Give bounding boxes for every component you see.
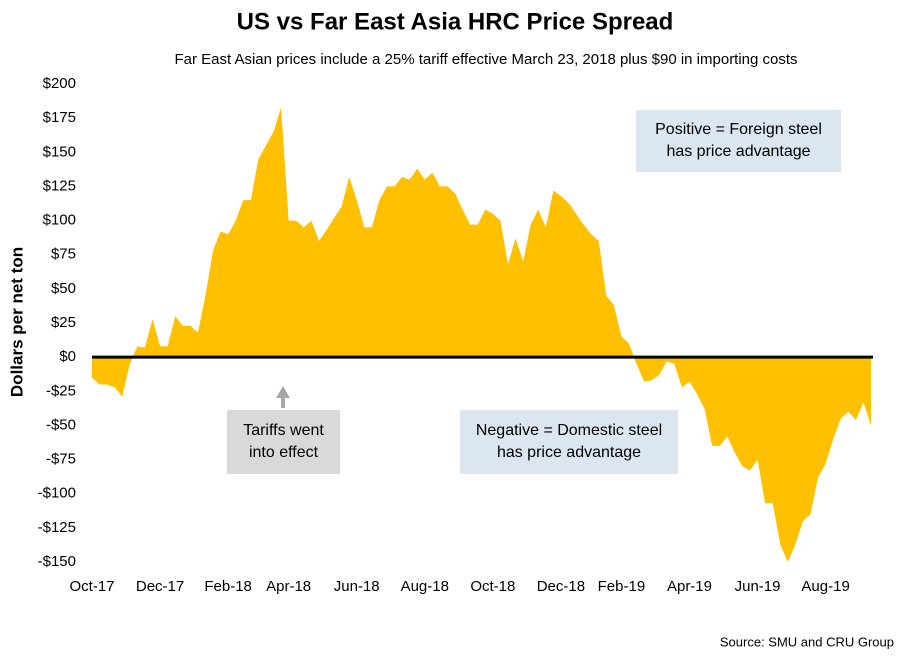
annotation-text: into effect xyxy=(249,444,319,461)
y-tick-label: -$50 xyxy=(46,416,76,433)
x-tick-label: Jun-18 xyxy=(334,578,380,595)
annotation-text: has price advantage xyxy=(497,444,641,461)
y-tick-label: -$125 xyxy=(38,519,76,536)
y-tick-label: -$75 xyxy=(46,451,76,468)
annotation-text: Negative = Domestic steel xyxy=(476,422,662,439)
annotation-box xyxy=(460,410,678,474)
annotation-box xyxy=(636,110,841,172)
y-tick-label: -$100 xyxy=(38,485,76,502)
annotation-text: has price advantage xyxy=(666,143,810,160)
x-tick-label: Apr-18 xyxy=(266,578,311,595)
y-tick-label: $50 xyxy=(51,280,76,297)
chart-subtitle: Far East Asian prices include a 25% tari… xyxy=(174,51,797,68)
area xyxy=(92,107,871,563)
annotation-box xyxy=(227,410,340,474)
y-tick-label: $150 xyxy=(43,143,76,160)
x-tick-label: Jun-19 xyxy=(735,578,781,595)
x-tick-label: Aug-19 xyxy=(801,578,849,595)
y-tick-label: $100 xyxy=(43,212,76,229)
x-tick-label: Feb-19 xyxy=(598,578,646,595)
x-tick-label: Feb-18 xyxy=(204,578,252,595)
y-tick-label: $125 xyxy=(43,177,76,194)
y-tick-label: $0 xyxy=(59,348,76,365)
y-tick-label: -$25 xyxy=(46,382,76,399)
x-tick-label: Aug-18 xyxy=(401,578,449,595)
y-tick-label: $25 xyxy=(51,314,76,331)
x-tick-label: Dec-18 xyxy=(537,578,585,595)
source: Source: SMU and CRU Group xyxy=(720,634,894,649)
x-tick-label: Oct-17 xyxy=(69,578,114,595)
x-tick-label: Dec-17 xyxy=(136,578,184,595)
x-tick-label: Apr-19 xyxy=(667,578,712,595)
y-axis-label: Dollars per net ton xyxy=(7,247,26,397)
annotation-text: Tariffs went xyxy=(243,422,324,439)
x-tick-label: Oct-18 xyxy=(470,578,515,595)
annotation-text: Positive = Foreign steel xyxy=(655,121,822,138)
y-tick-label: $200 xyxy=(43,75,76,92)
y-tick-label: $175 xyxy=(43,109,76,126)
y-tick-label: $75 xyxy=(51,246,76,263)
chart-title: US vs Far East Asia HRC Price Spread xyxy=(237,8,674,35)
arrow-head xyxy=(276,386,290,398)
y-tick-label: -$150 xyxy=(38,553,76,570)
